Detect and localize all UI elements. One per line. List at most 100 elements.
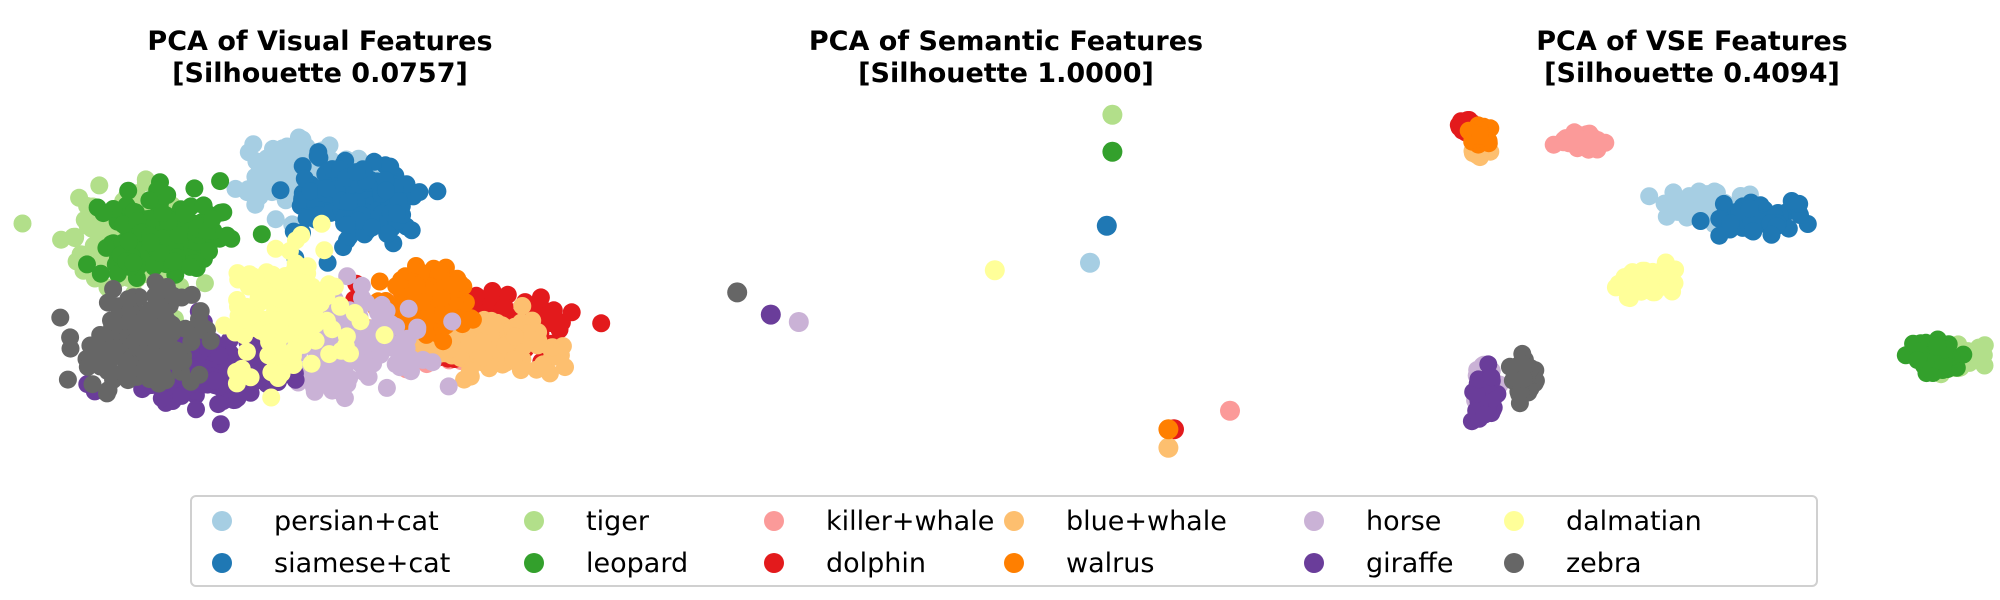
scatter-panel-visual (13, 128, 611, 434)
scatter-point (1672, 193, 1691, 211)
legend-item-horse: horse (1304, 501, 1441, 541)
scatter-point (375, 326, 394, 345)
scatter-point (169, 226, 188, 244)
legend-label: killer+whale (826, 505, 995, 537)
scatter-point (1102, 104, 1123, 125)
chart-subtitle: [Silhouette 0.0757] (172, 58, 468, 89)
series-tiger (1102, 104, 1123, 125)
scatter-point (134, 328, 153, 347)
scatter-point (984, 260, 1005, 281)
scatter-point (75, 210, 94, 229)
scatter-point (357, 293, 376, 312)
scatter-point (211, 172, 230, 191)
scatter-point (1928, 337, 1947, 356)
scatter-point (309, 143, 328, 162)
scatter-point (513, 297, 532, 315)
legend-label: dolphin (826, 547, 927, 579)
scatter-point (399, 299, 418, 318)
series-walrus (1158, 419, 1179, 440)
scatter-point (252, 225, 271, 244)
scatter-point (529, 331, 548, 350)
series-leopard (78, 172, 271, 287)
scatter-point (398, 329, 417, 348)
scatter-point (439, 377, 458, 396)
scatter-point (51, 308, 70, 327)
scatter-point (262, 287, 281, 306)
scatter-point (272, 143, 291, 162)
legend-label: walrus (1066, 547, 1155, 579)
scatter-point (1663, 282, 1682, 301)
scatter-point (495, 298, 514, 316)
scatter-point (360, 327, 379, 346)
scatter-point (460, 361, 479, 380)
scatter-point (104, 280, 123, 298)
legend-label: zebra (1566, 547, 1642, 579)
series-persian-cat (1080, 252, 1100, 273)
scatter-point (1544, 135, 1563, 154)
legend-item-zebra: zebra (1504, 543, 1642, 583)
scatter-point (146, 273, 165, 292)
legend-item-persian-cat: persian+cat (212, 501, 439, 541)
scatter-point (362, 218, 381, 237)
scatter-point (164, 252, 183, 271)
scatter-point (1500, 357, 1519, 376)
scatter-point (463, 310, 482, 329)
scatter-point (64, 227, 83, 246)
scatter-point (410, 183, 429, 202)
scatter-point (229, 270, 248, 289)
scatter-point (556, 358, 574, 377)
scatter-point (1640, 187, 1659, 206)
scatter-point (13, 214, 32, 233)
legend-item-killer-whale: killer+whale (764, 501, 994, 541)
scatter-point (1475, 405, 1494, 424)
scatter-point (124, 253, 143, 272)
scatter-point (301, 182, 320, 201)
scatter-point (338, 267, 357, 286)
scatter-point (788, 312, 809, 332)
scatter-point (305, 382, 324, 401)
scatter-point (182, 333, 201, 351)
scatter-point (317, 311, 336, 330)
series-blue-whale (1158, 437, 1179, 458)
scatter-point (195, 274, 214, 293)
series-horse (788, 312, 809, 332)
series-dalmatian (215, 214, 394, 407)
scatter-point (266, 210, 285, 229)
scatter-point (104, 312, 123, 331)
scatter-point (152, 389, 171, 408)
scatter-point (1220, 400, 1240, 421)
scatter-point (268, 311, 287, 330)
scatter-point (119, 232, 138, 251)
scatter-point (339, 192, 358, 211)
scatter-point (227, 362, 246, 381)
scatter-point (185, 179, 204, 198)
scatter-point (1510, 394, 1529, 413)
scatter-point (1102, 141, 1123, 162)
legend-item-siamese-cat: siamese+cat (212, 543, 450, 583)
scatter-point (423, 353, 442, 372)
scatter-point (203, 210, 222, 229)
scatter-point (319, 275, 338, 294)
scatter-point (347, 163, 366, 182)
scatter-point (760, 304, 781, 325)
scatter-point (78, 255, 96, 274)
scatter-point (531, 288, 550, 307)
scatter-point (459, 335, 478, 354)
scatter-point (1690, 182, 1709, 201)
scatter-point (727, 282, 748, 303)
legend-marker (212, 553, 232, 573)
scatter-point (386, 355, 405, 374)
scatter-point (146, 286, 165, 305)
scatter-point (70, 188, 89, 207)
scatter-point (1158, 437, 1179, 458)
scatter-point (1471, 126, 1489, 145)
scatter-point (91, 357, 110, 376)
series-siamese-cat (271, 143, 447, 272)
legend-item-walrus: walrus (1004, 543, 1154, 583)
scatter-point (1482, 368, 1501, 387)
scatter-point (592, 314, 611, 333)
legend-marker (524, 511, 544, 531)
scatter-point (315, 241, 334, 260)
scatter-point (205, 371, 224, 390)
scatter-point (371, 345, 390, 364)
